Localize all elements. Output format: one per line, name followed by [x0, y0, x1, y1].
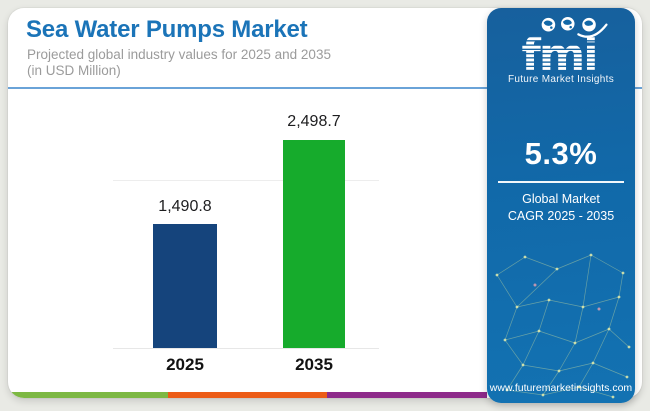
- chart-gridline: [113, 180, 379, 181]
- value-label-2025: 1,490.8: [158, 198, 212, 215]
- value-label-2035: 2,498.7: [287, 113, 341, 130]
- page-title: Sea Water Pumps Market: [26, 16, 308, 43]
- globe-icon: [541, 17, 556, 32]
- cagr-label-line1: Global Market: [522, 192, 600, 206]
- cagr-value: 5.3%: [524, 136, 598, 171]
- strip-segment-green: [8, 392, 168, 398]
- cagr-label-line2: CAGR 2025 - 2035: [507, 209, 615, 223]
- cagr-divider: [498, 181, 624, 183]
- bar-2035: [283, 140, 345, 348]
- globe-icon: [582, 17, 596, 32]
- strip-segment-purple: [327, 392, 488, 398]
- footer-color-strip: [8, 392, 488, 398]
- bar-2025: [153, 224, 217, 348]
- fmi-logo-graphic: fmi: [522, 16, 608, 81]
- x-axis-label-2025: 2025: [166, 355, 204, 374]
- chart-subtitle-line1: Projected global industry values for 202…: [27, 47, 331, 62]
- globe-icon: [561, 16, 575, 31]
- orbit-swoosh-icon: [577, 23, 608, 38]
- chart-subtitle-line2: (in USD Million): [27, 63, 121, 78]
- logo-tagline: Future Market Insights: [507, 74, 615, 85]
- x-axis-label-2035: 2035: [295, 355, 333, 374]
- header-separator: [8, 87, 642, 89]
- brand-sidebar: fmi Future Market Insights 5.3% Global M…: [487, 8, 635, 403]
- strip-segment-orange: [167, 392, 328, 398]
- network-pattern: [495, 253, 631, 399]
- fmi-logo: fmi: [487, 16, 635, 81]
- website-url: www.futuremarketinsights.com: [489, 382, 633, 394]
- chart-baseline: [113, 348, 379, 349]
- fmi-logo-text: fmi: [522, 30, 597, 74]
